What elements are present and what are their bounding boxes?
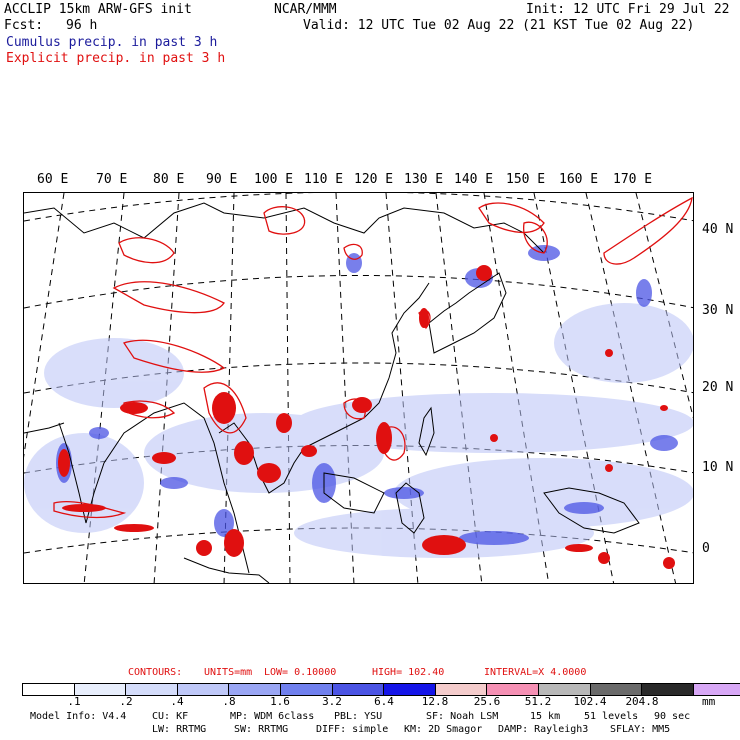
lw-scheme: LW: RRTMG	[152, 724, 207, 735]
cumulus-legend-label: Cumulus precip. in past 3 h	[6, 35, 218, 50]
scale-tick: 12.8	[421, 695, 449, 708]
valid-time: Valid: 12 UTC Tue 02 Aug 22 (21 KST Tue …	[303, 18, 695, 33]
scale-tick: 102.4	[573, 695, 607, 708]
lat-label-40: 40 N	[702, 222, 734, 237]
graticule	[24, 193, 693, 583]
scale-tick: .1	[67, 695, 81, 708]
lon-label-160: 160 E	[559, 172, 599, 187]
lat-line-10	[24, 445, 693, 474]
scale-swatch	[126, 684, 178, 695]
lon-label-70: 70 E	[96, 172, 128, 187]
scale-tick: .2	[119, 695, 133, 708]
scale-swatch	[74, 684, 127, 695]
lon-label-150: 150 E	[506, 172, 546, 187]
contours-high: HIGH= 102.40	[372, 667, 445, 678]
levels: 51 levels	[584, 711, 639, 722]
org-label: NCAR/MMM	[274, 2, 337, 17]
scale-tick: 6.4	[374, 695, 394, 708]
scale-swatch	[642, 684, 694, 695]
scale-tick: 204.8	[625, 695, 659, 708]
lon-line-170	[635, 193, 693, 419]
lat-label-20: 20 N	[702, 380, 734, 395]
explicit-legend-label: Explicit precip. in past 3 h	[6, 51, 226, 66]
init-time: Init: 12 UTC Fri 29 Jul 22	[526, 2, 730, 17]
precip-map	[23, 192, 694, 584]
scale-unit: mm	[702, 695, 716, 708]
scale-swatch	[177, 684, 230, 695]
scale-tick: 3.2	[322, 695, 342, 708]
scale-tick: .8	[222, 695, 236, 708]
scale-swatch	[23, 684, 75, 695]
scale-tick: 25.6	[473, 695, 501, 708]
model-info: Model Info: V4.4	[30, 711, 127, 722]
scale-swatch	[538, 684, 591, 695]
fcst-value: 96 h	[66, 18, 98, 33]
scale-swatch	[280, 684, 333, 695]
lon-label-140: 140 E	[454, 172, 494, 187]
timestep: 90 sec	[654, 711, 691, 722]
lon-label-60: 60 E	[37, 172, 69, 187]
scale-swatch	[384, 684, 436, 695]
scale-swatch	[693, 684, 740, 695]
scale-swatch	[590, 684, 643, 695]
lat-label-30: 30 N	[702, 303, 734, 318]
contours-units: UNITS=mm	[204, 667, 253, 678]
resolution: 15 km	[530, 711, 561, 722]
lat-label-10: 10 N	[702, 460, 734, 475]
model-title: ACCLIP 15km ARW-GFS init	[4, 2, 192, 17]
lon-label-100: 100 E	[254, 172, 294, 187]
lon-line-160	[585, 193, 677, 583]
lon-label-90: 90 E	[206, 172, 238, 187]
damp-scheme: DAMP: Rayleigh3	[498, 724, 589, 735]
pbl-scheme: PBL: YSU	[334, 711, 383, 722]
scale-swatch	[487, 684, 539, 695]
contours-label: CONTOURS:	[128, 667, 183, 678]
lon-line-60	[24, 193, 65, 458]
lat-label-0: 0	[702, 541, 710, 556]
km-scheme: KM: 2D Smagor	[404, 724, 483, 735]
diff-scheme: DIFF: simple	[316, 724, 389, 735]
lat-line-30	[24, 275, 693, 309]
lat-line-0	[24, 527, 693, 554]
sf-scheme: SF: Noah LSM	[426, 711, 499, 722]
scale-tick: .4	[170, 695, 184, 708]
lat-line-40	[24, 193, 693, 222]
lon-line-100	[285, 193, 291, 583]
explicit-precip-contours	[53, 196, 693, 519]
contours-low: LOW= 0.10000	[264, 667, 337, 678]
scale-tick: 51.2	[524, 695, 552, 708]
mp-scheme: MP: WDM 6class	[230, 711, 315, 722]
lon-label-120: 120 E	[354, 172, 394, 187]
lon-label-130: 130 E	[404, 172, 444, 187]
lon-label-170: 170 E	[613, 172, 653, 187]
cu-scheme: CU: KF	[152, 711, 189, 722]
scale-swatch	[435, 684, 488, 695]
lon-label-110: 110 E	[304, 172, 344, 187]
scale-tick: 1.6	[270, 695, 290, 708]
sw-scheme: SW: RRTMG	[234, 724, 289, 735]
explicit-precip-cores	[58, 265, 675, 569]
cumulus-light-fields	[24, 303, 693, 558]
sflay-scheme: SFLAY: MM5	[610, 724, 671, 735]
color-scale	[22, 683, 740, 696]
lon-label-80: 80 E	[153, 172, 185, 187]
contours-interval: INTERVAL=X 4.0000	[484, 667, 587, 678]
scale-swatch	[332, 684, 385, 695]
map-canvas	[24, 193, 693, 583]
fcst-label: Fcst:	[4, 18, 44, 33]
scale-swatch	[229, 684, 281, 695]
